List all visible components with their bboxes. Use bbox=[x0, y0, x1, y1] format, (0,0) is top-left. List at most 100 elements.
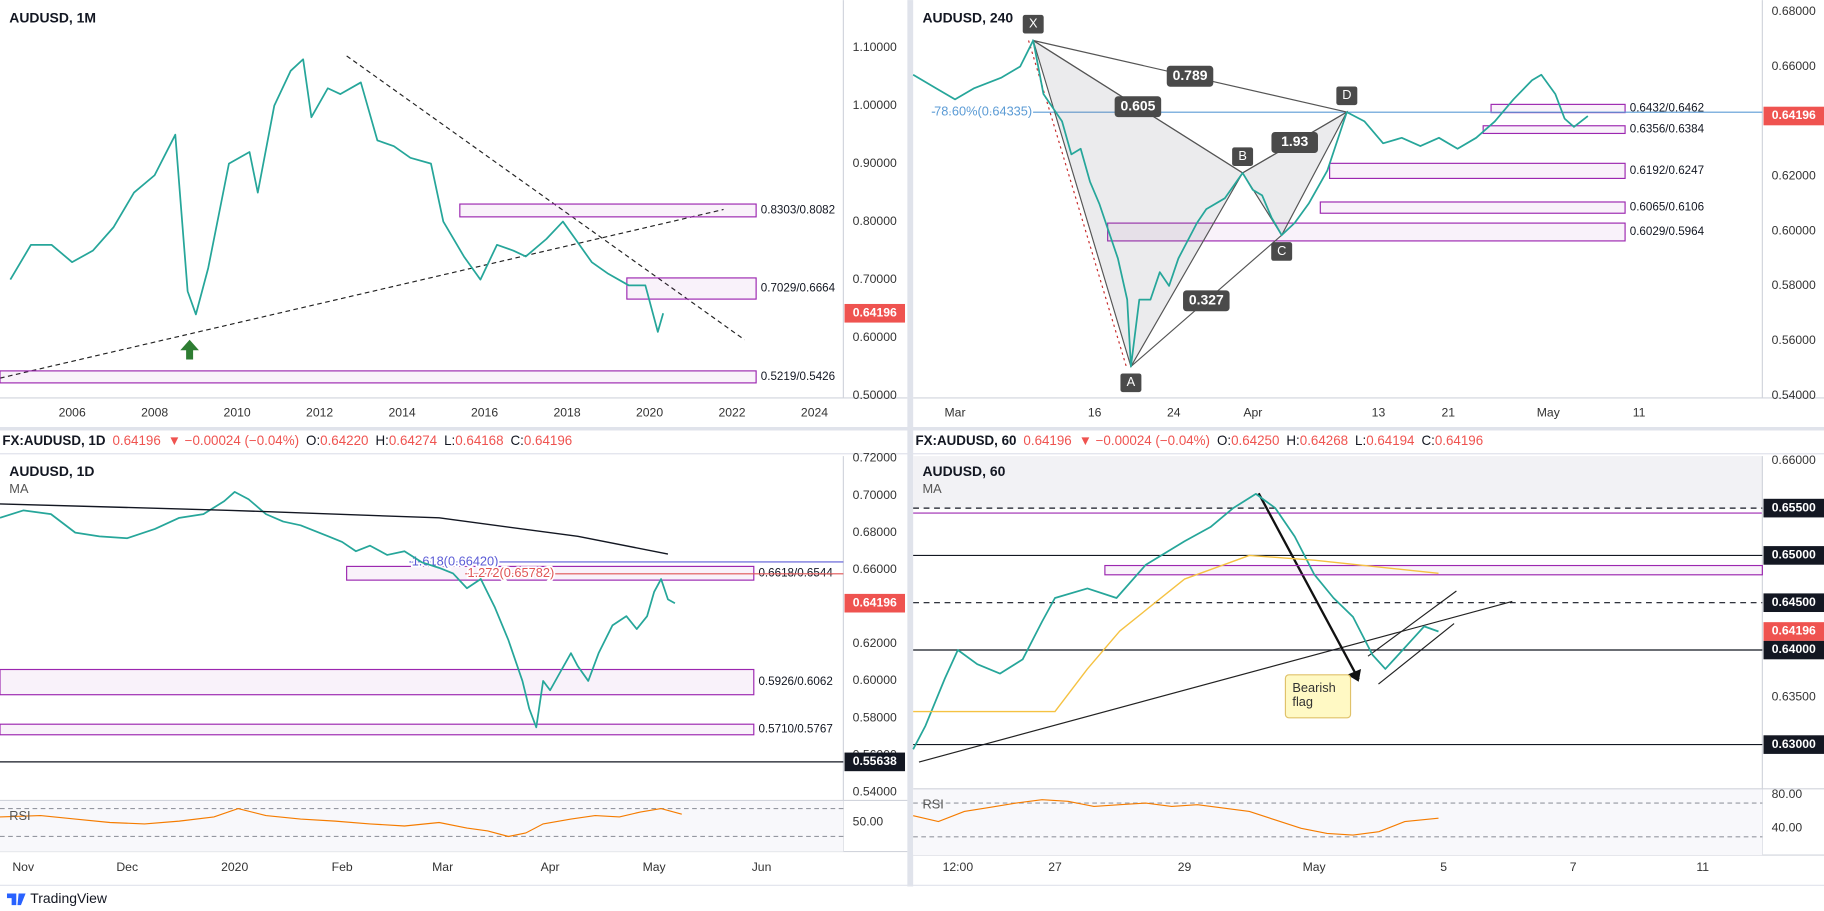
last-price-box bbox=[1763, 622, 1824, 641]
ohlc-value: 0.64196 bbox=[524, 432, 572, 447]
callout-box bbox=[1284, 674, 1352, 719]
ratio-box bbox=[1114, 96, 1162, 118]
ohlc-key: L: bbox=[1355, 432, 1366, 447]
x-tick-label: Dec bbox=[116, 860, 138, 874]
y-tick-label: 1.00000 bbox=[853, 98, 897, 112]
zone bbox=[459, 203, 757, 218]
zone-label: 0.5926/0.6062 bbox=[758, 675, 832, 688]
y-tick-label: 0.70000 bbox=[853, 488, 897, 502]
point-box bbox=[1120, 373, 1142, 393]
y-tick-label: 0.54000 bbox=[853, 784, 897, 798]
shaded-area bbox=[913, 456, 1763, 509]
level-label: 0.64500 bbox=[1772, 595, 1816, 609]
price-line bbox=[912, 493, 1439, 750]
fib-label: 78.60%(0.64335) bbox=[934, 104, 1032, 119]
zone-label: 0.6618/0.6544 bbox=[758, 566, 833, 579]
zone-label: 0.6065/0.6106 bbox=[1630, 201, 1704, 214]
last-price-label: 0.64196 bbox=[1772, 108, 1816, 122]
ohlc-value: 0.64268 bbox=[1300, 432, 1348, 447]
ma-line bbox=[913, 554, 1439, 713]
point-label: D bbox=[1342, 87, 1351, 102]
x-tick-label: 21 bbox=[1441, 405, 1455, 419]
x-tick-label: 2010 bbox=[224, 405, 251, 419]
ohlc-key: C: bbox=[511, 432, 524, 447]
zone bbox=[626, 277, 757, 300]
y-tick-label: 1.10000 bbox=[853, 40, 897, 54]
last-price: 0.64196 bbox=[1023, 432, 1071, 447]
last-price-box bbox=[844, 303, 906, 323]
level-box bbox=[1763, 735, 1824, 754]
trendline bbox=[0, 208, 724, 379]
fib-label: 1.272(0.65782) bbox=[468, 565, 555, 580]
y-tick-label: 0.72000 bbox=[853, 451, 897, 465]
zone bbox=[0, 370, 757, 384]
x-tick-label: 11 bbox=[1696, 860, 1709, 874]
ohlc-key: O: bbox=[1217, 432, 1231, 447]
x-tick-label: 5 bbox=[1440, 860, 1447, 874]
zone bbox=[1490, 103, 1626, 114]
ratio-box bbox=[1183, 290, 1230, 312]
annotation-text: Bearish flag bbox=[1292, 681, 1336, 710]
zone bbox=[0, 668, 755, 696]
rsi-line bbox=[913, 799, 1439, 836]
last-price: 0.64196 bbox=[112, 432, 160, 447]
y-tick-label: 0.90000 bbox=[853, 156, 897, 170]
y-tick-label: 0.62000 bbox=[853, 636, 897, 650]
last-price-box bbox=[844, 593, 906, 613]
indicator-label: MA bbox=[9, 481, 29, 496]
level-box bbox=[1763, 546, 1824, 565]
last-price-label: 0.64196 bbox=[853, 595, 897, 609]
y-tick-label: 0.50000 bbox=[853, 388, 897, 402]
y-tick-label: 0.56000 bbox=[1772, 333, 1816, 347]
y-tick-label: 0.68000 bbox=[1772, 4, 1816, 18]
x-tick-label: May bbox=[1537, 405, 1561, 419]
x-tick-label: 16 bbox=[1088, 405, 1102, 419]
x-tick-label: Nov bbox=[12, 860, 35, 874]
x-tick-label: 12:00 bbox=[943, 860, 974, 874]
ohlc-value: 0.64168 bbox=[455, 432, 503, 447]
zone-label: 0.6192/0.6247 bbox=[1630, 164, 1704, 177]
x-tick-label: Jun bbox=[752, 860, 772, 874]
panel-separator bbox=[0, 427, 1824, 431]
point-box bbox=[1271, 242, 1293, 261]
y-tick-label: 0.70000 bbox=[853, 272, 897, 286]
chart-title: AUDUSD, 1M bbox=[9, 9, 96, 25]
x-tick-label: 2020 bbox=[221, 860, 248, 874]
point-label: B bbox=[1238, 148, 1247, 163]
zone bbox=[1319, 201, 1626, 214]
y-tick-label: 0.66000 bbox=[1772, 59, 1816, 73]
price-line bbox=[9, 58, 665, 333]
x-tick-label: Feb bbox=[332, 860, 353, 874]
zone-label: 0.6029/0.5964 bbox=[1630, 225, 1705, 238]
x-tick-label: 2020 bbox=[636, 405, 663, 419]
ma-line bbox=[0, 503, 669, 555]
point-label: A bbox=[1127, 374, 1136, 389]
ohlc-value: 0.64274 bbox=[389, 432, 438, 447]
last-price-box bbox=[1763, 106, 1824, 126]
rsi-label: RSI bbox=[9, 808, 30, 823]
x-tick-label: 11 bbox=[1633, 405, 1646, 419]
rsi-line bbox=[0, 807, 682, 838]
zone-label: 0.6356/0.6384 bbox=[1630, 123, 1705, 136]
symbol: FX:AUDUSD, 1D bbox=[2, 432, 106, 447]
ohlc-value: 0.64196 bbox=[1435, 432, 1483, 447]
x-tick-label: 27 bbox=[1048, 860, 1062, 874]
zone bbox=[1329, 162, 1626, 179]
point-label: C bbox=[1277, 243, 1286, 258]
level-box bbox=[1763, 640, 1824, 660]
rsi-label: RSI bbox=[922, 796, 943, 811]
x-tick-label: 2024 bbox=[801, 405, 828, 419]
level-box bbox=[1763, 593, 1824, 613]
zone-label: 0.7029/0.6664 bbox=[761, 282, 836, 295]
x-tick-label: 7 bbox=[1570, 860, 1577, 874]
level-label: 0.64000 bbox=[1772, 642, 1816, 656]
x-tick-label: Mar bbox=[432, 860, 453, 874]
x-tick-label: 29 bbox=[1178, 860, 1192, 874]
x-tick-label: 24 bbox=[1167, 405, 1181, 419]
ohlc-key: H: bbox=[1286, 432, 1299, 447]
symbol: FX:AUDUSD, 60 bbox=[915, 432, 1016, 447]
symbol-info: FX:AUDUSD, 1D 0.64196 ▼ −0.00024 (−0.04%) O… bbox=[2, 432, 572, 447]
x-tick-label: 13 bbox=[1372, 405, 1386, 419]
rsi-tick-label: 40.00 bbox=[1772, 821, 1803, 835]
